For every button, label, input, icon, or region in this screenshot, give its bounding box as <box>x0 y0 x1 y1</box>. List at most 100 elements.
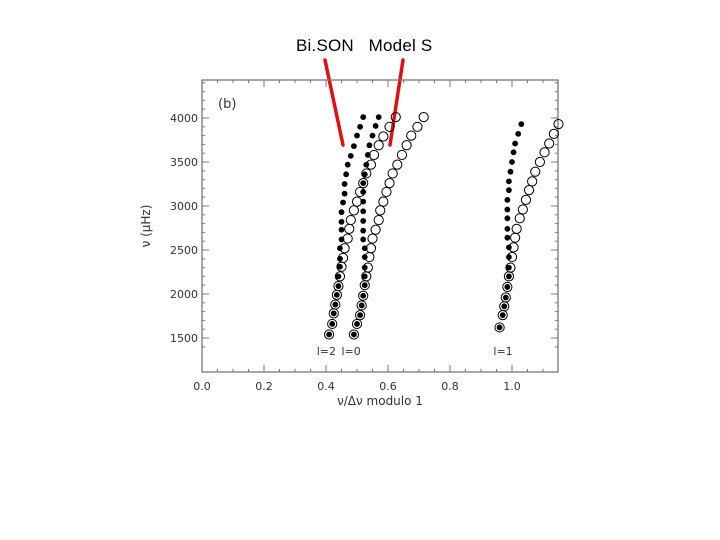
y-axis-title: ν (μHz) <box>139 205 153 248</box>
bison-point <box>361 171 368 178</box>
model-s-point <box>511 223 522 234</box>
model-s-point <box>378 196 389 207</box>
x-tick-label: 0.2 <box>255 380 273 393</box>
model-s-point <box>361 168 372 179</box>
model-s-point <box>339 243 350 254</box>
bison-point <box>338 209 345 216</box>
bison-point <box>510 149 517 156</box>
model-s-pointer-line <box>388 58 405 147</box>
bison-point <box>509 159 515 165</box>
model-s-point <box>500 292 511 303</box>
bison-point <box>341 190 348 197</box>
bison-point <box>507 168 514 175</box>
y-tick-label: 3000 <box>170 200 198 213</box>
x-tick-label: 0.6 <box>379 380 397 393</box>
model-s-point <box>342 233 353 244</box>
model-s-point <box>396 149 408 161</box>
model-s-point <box>345 214 356 226</box>
bison-point <box>360 218 367 224</box>
model-s-point <box>348 329 359 340</box>
slide-title: Bi.SON Model S <box>296 36 433 55</box>
y-tick-label: 3500 <box>170 156 198 169</box>
model-s-point <box>362 262 373 273</box>
bison-point <box>504 206 511 213</box>
bison-point <box>351 143 357 150</box>
model-s-point <box>548 128 559 139</box>
bison-point <box>332 301 339 308</box>
model-s-point <box>344 223 355 234</box>
model-s-point <box>502 281 513 293</box>
bison-point <box>357 312 363 319</box>
model-s-point <box>378 131 389 142</box>
bison-point <box>361 282 368 289</box>
model-s-point <box>373 140 384 151</box>
x-tick-label: 0.8 <box>441 380 459 393</box>
y-tick-label: 2500 <box>170 244 198 257</box>
bison-point <box>347 152 354 159</box>
x-tick-label: 0.4 <box>317 380 335 393</box>
model-s-point <box>356 300 367 311</box>
model-s-point <box>348 205 359 216</box>
model-s-point <box>401 140 412 151</box>
model-s-point <box>365 159 377 170</box>
model-s-point <box>327 318 338 330</box>
bison-point <box>351 331 357 338</box>
model-s-point <box>365 243 377 254</box>
model-s-point <box>553 119 564 130</box>
model-s-point <box>373 214 384 226</box>
bison-point <box>335 283 342 289</box>
model-s-point <box>330 299 341 310</box>
bison-point <box>343 171 350 178</box>
model-s-point <box>355 186 366 198</box>
bison-point <box>341 181 348 187</box>
bison-point <box>512 140 518 147</box>
bison-point <box>515 130 522 137</box>
bison-point <box>504 284 511 290</box>
bison-point <box>504 225 511 232</box>
bison-point <box>358 302 365 309</box>
model-s-point <box>530 166 541 177</box>
bison-point <box>354 132 360 139</box>
bison-point <box>360 180 367 187</box>
bison-point <box>335 273 342 280</box>
model-s-point <box>506 251 518 263</box>
bison-point <box>338 226 345 233</box>
model-s-point <box>358 290 369 301</box>
bison-point <box>360 236 367 243</box>
model-s-point <box>517 204 528 215</box>
bison-pointer-line <box>323 58 345 147</box>
mode-label: l=2 <box>317 345 336 358</box>
model-s-point <box>505 262 516 273</box>
bison-point <box>360 114 367 121</box>
panel-label: (b) <box>218 97 236 112</box>
model-s-point <box>370 224 381 235</box>
bison-point <box>329 321 336 327</box>
model-s-point <box>337 252 349 264</box>
bison-point <box>518 121 525 128</box>
bison-point <box>506 264 512 271</box>
model-s-point <box>508 242 519 253</box>
bison-point <box>372 123 379 129</box>
bison-point <box>506 254 512 260</box>
model-s-point <box>355 310 366 321</box>
bison-point <box>506 273 512 280</box>
model-s-point <box>527 176 538 187</box>
model-s-point <box>523 185 535 196</box>
axis-ticks: 0.0 0.2 0.4 0.6 0.8 1.0 1500 2000 2500 3000 3500 40… <box>170 80 558 393</box>
model-s-point <box>384 178 395 189</box>
plot-frame <box>201 79 559 373</box>
model-s-point <box>368 149 380 161</box>
bison-point <box>326 331 332 338</box>
y-tick-label: 1500 <box>170 332 198 345</box>
model-s-point <box>539 147 550 158</box>
bison-point <box>360 292 367 299</box>
bison-point <box>360 227 367 234</box>
bison-point <box>333 291 340 298</box>
model-s-point <box>534 156 546 168</box>
model-s-point <box>392 159 403 170</box>
model-s-point <box>520 194 532 205</box>
mode-label: l=0 <box>342 345 361 358</box>
model-s-point <box>358 178 369 189</box>
bison-point <box>330 310 337 317</box>
